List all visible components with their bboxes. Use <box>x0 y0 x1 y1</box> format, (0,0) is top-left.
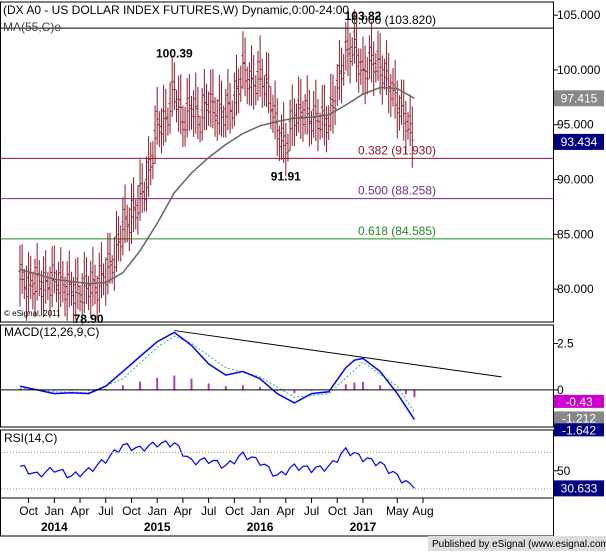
price-annotation: 78.90 <box>74 312 104 326</box>
axes: 80.000 85.000 90.000 95.000 100.000 105.000 0 2… <box>1 8 604 534</box>
time-tick-label: Jan <box>353 504 372 518</box>
footer-box <box>428 536 606 551</box>
time-tick-label: Oct <box>328 504 347 518</box>
credit: © eSignal, 2011 <box>4 309 61 318</box>
macd-panel-frame <box>0 324 554 428</box>
time-tick-label: Jul <box>98 504 113 518</box>
fib-level-label: 0.500 (88.258) <box>358 184 436 198</box>
ma-label: MA(55,C)e <box>3 20 61 34</box>
price-y-tick-label: 100.000 <box>557 63 601 77</box>
rsi-last-value-box <box>554 480 604 497</box>
time-axis-frame <box>0 497 554 537</box>
macd-y-tick-label: 0 <box>557 383 564 397</box>
macd-y-tick-label: 2.5 <box>557 337 574 351</box>
price-y-tick-label: 85.000 <box>557 227 594 241</box>
macd-line <box>19 331 416 421</box>
fibonacci-levels: 0.000 (103.820) 0.382 (91.930) 0.500 (88.2… <box>1 13 553 240</box>
rsi-panel: 30.633 <box>19 440 604 497</box>
moving-average <box>19 86 415 285</box>
time-tick-label: Aug <box>412 504 433 518</box>
time-tick-label: Apr <box>174 504 193 518</box>
price-annotation: 103.82 <box>345 9 382 23</box>
price-annotation: 91.91 <box>271 170 301 184</box>
footer-text: Published by eSignal (www.esignal.com) <box>432 539 606 550</box>
price-bars <box>18 9 414 326</box>
time-tick-label: Apr <box>276 504 295 518</box>
price-y-tick-label: 105.000 <box>557 8 601 22</box>
macd-label: MACD(12,26,9,C) <box>4 325 99 339</box>
rsi-line <box>19 440 415 489</box>
panel-frames <box>0 1 554 537</box>
price-y-tick-label: 90.000 <box>557 173 594 187</box>
macd-signal-last-value: -1.212 <box>562 411 596 425</box>
year-label: 2016 <box>247 520 274 534</box>
time-tick-label: Jan <box>250 504 269 518</box>
time-tick-label: Jul <box>201 504 216 518</box>
price-y-tick-label: 80.000 <box>557 282 594 296</box>
price-annotation: 100.39 <box>156 47 193 61</box>
ma-last-value: 97.415 <box>561 91 598 105</box>
year-label: 2014 <box>41 520 68 534</box>
rsi-last-value: 30.633 <box>561 481 598 495</box>
year-label: 2015 <box>144 520 171 534</box>
rsi-y-tick-label: 50 <box>557 464 571 478</box>
time-tick-label: Jan <box>148 504 167 518</box>
macd-histogram-last-box <box>554 394 604 408</box>
rsi-label: RSI(14,C) <box>4 431 57 445</box>
ma-last-value-box <box>554 90 604 107</box>
time-tick-label: Oct <box>19 504 38 518</box>
close-last-value-box <box>554 133 604 150</box>
year-label: 2017 <box>350 520 377 534</box>
time-tick-label: Oct <box>122 504 141 518</box>
chart-title: (DX A0 - US DOLLAR INDEX FUTURES,W) Dyna… <box>3 3 349 17</box>
time-tick-label: Apr <box>71 504 90 518</box>
macd-histogram-last-value: -0.43 <box>565 395 593 409</box>
macd-panel: -0.43 -1.212-1.642 <box>19 330 604 437</box>
macd-signal-last-box <box>554 411 604 425</box>
time-tick-label: May <box>386 504 409 518</box>
time-tick-label: Jul <box>304 504 319 518</box>
fib-level-label: 0.382 (91.930) <box>358 143 436 157</box>
macd-macd-last-value: -1.642 <box>562 423 596 437</box>
macd-trendline <box>174 330 502 378</box>
time-tick-label: Jan <box>45 504 64 518</box>
annotations: 100.39 103.82 91.91 78.90 <box>74 9 382 326</box>
macd-signal-line <box>19 335 415 413</box>
macd-macd-last-box <box>554 423 604 437</box>
close-last-value: 93.434 <box>561 135 598 149</box>
fib-level-label: 0.000 (103.820) <box>351 13 436 27</box>
ma-line <box>19 86 415 285</box>
time-tick-label: Oct <box>225 504 244 518</box>
price-y-tick-label: 95.000 <box>557 118 594 132</box>
fib-level-label: 0.618 (84.585) <box>358 224 436 238</box>
price-panel-frame <box>0 1 554 323</box>
